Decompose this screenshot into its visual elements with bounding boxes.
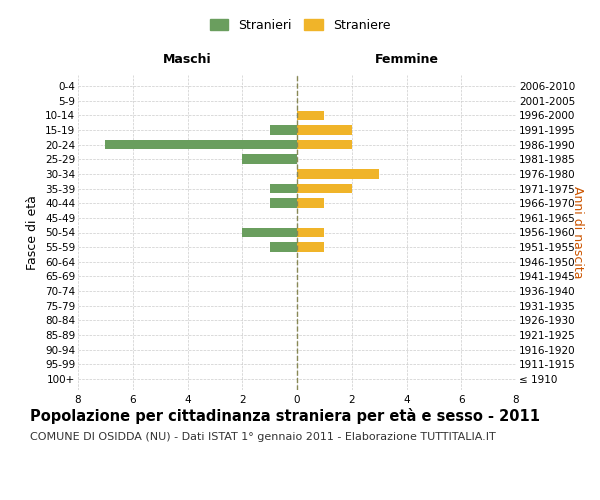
Bar: [297, 242, 325, 252]
Bar: [269, 184, 297, 194]
Bar: [297, 110, 325, 120]
Text: Maschi: Maschi: [163, 52, 212, 66]
Bar: [297, 140, 352, 149]
Legend: Stranieri, Straniere: Stranieri, Straniere: [205, 14, 395, 37]
Bar: [297, 228, 325, 237]
Bar: [242, 154, 297, 164]
Bar: [106, 140, 297, 149]
Bar: [269, 242, 297, 252]
Bar: [297, 169, 379, 178]
Bar: [242, 228, 297, 237]
Bar: [297, 125, 352, 134]
Bar: [297, 198, 325, 208]
Text: Popolazione per cittadinanza straniera per età e sesso - 2011: Popolazione per cittadinanza straniera p…: [30, 408, 540, 424]
Bar: [269, 198, 297, 208]
Y-axis label: Anni di nascita: Anni di nascita: [571, 186, 584, 279]
Text: COMUNE DI OSIDDA (NU) - Dati ISTAT 1° gennaio 2011 - Elaborazione TUTTITALIA.IT: COMUNE DI OSIDDA (NU) - Dati ISTAT 1° ge…: [30, 432, 496, 442]
Bar: [269, 125, 297, 134]
Y-axis label: Fasce di età: Fasce di età: [26, 195, 40, 270]
Text: Femmine: Femmine: [374, 52, 439, 66]
Bar: [297, 184, 352, 194]
